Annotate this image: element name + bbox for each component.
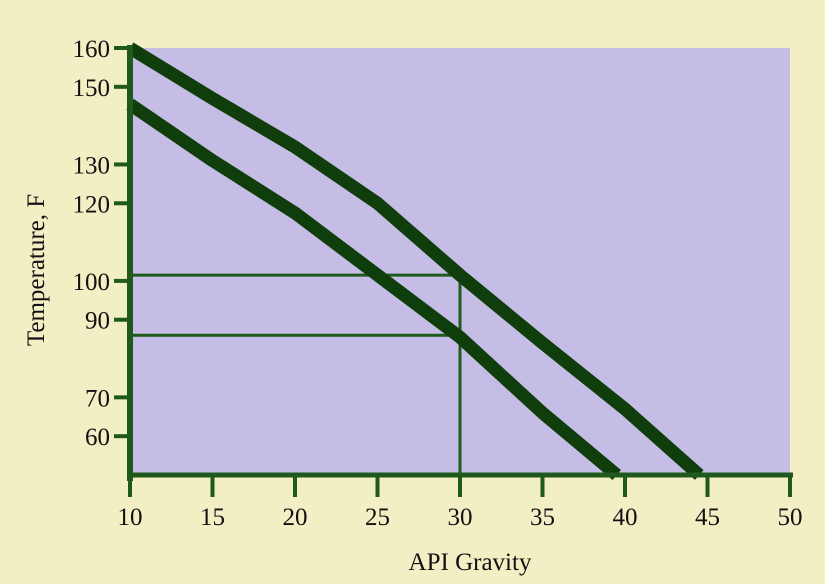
y-tick-label-90: 90 <box>85 308 110 335</box>
x-tick-label-20: 20 <box>283 504 308 531</box>
x-axis-label: API Gravity <box>409 549 532 576</box>
series-group <box>126 42 704 480</box>
y-tick-label-120: 120 <box>73 191 111 218</box>
x-tick-label-15: 15 <box>200 504 225 531</box>
x-tick-label-45: 45 <box>695 504 720 531</box>
series-line-2 <box>126 98 621 480</box>
x-tick-label-35: 35 <box>530 504 555 531</box>
y-tick-label-150: 150 <box>73 75 111 102</box>
y-tick-label-100: 100 <box>73 269 111 296</box>
guide-lines <box>130 273 462 475</box>
y-tick-label-60: 60 <box>85 424 110 451</box>
x-tick-label-50: 50 <box>778 504 803 531</box>
x-tick-label-10: 10 <box>118 504 143 531</box>
x-tick-label-25: 25 <box>365 504 390 531</box>
x-tick-label-30: 30 <box>448 504 473 531</box>
x-tick-label-40: 40 <box>613 504 638 531</box>
y-tick-label-70: 70 <box>85 385 110 412</box>
axes: 10 15 20 25 30 35 40 45 50 60 70 90 100 120 130 150 160 <box>73 36 803 531</box>
series-line-1 <box>126 42 704 480</box>
y-tick-label-130: 130 <box>73 152 111 179</box>
y-tick-label-160: 160 <box>73 36 111 63</box>
y-axis-label: Temperature, F <box>23 194 50 346</box>
